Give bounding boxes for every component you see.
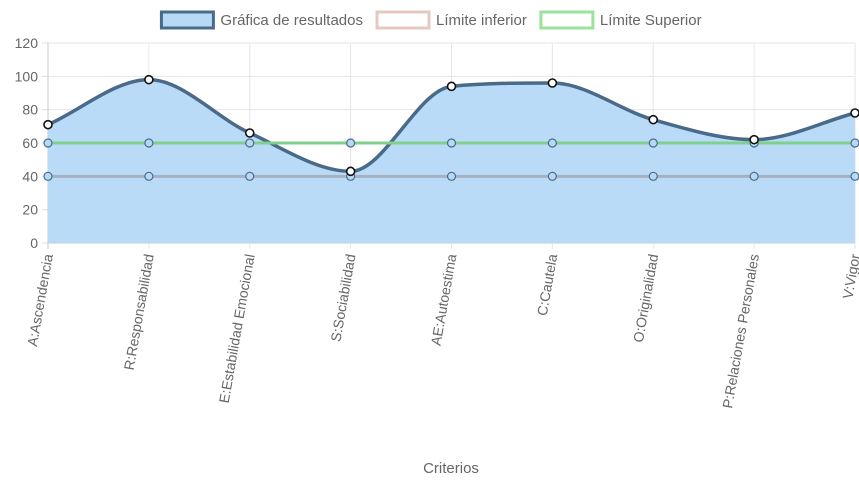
data-point-s2-1 xyxy=(144,138,154,148)
y-tick-label: 40 xyxy=(22,168,38,184)
x-tick-label: P:Relaciones Personales xyxy=(719,253,762,410)
data-point-s1-6 xyxy=(648,171,658,181)
x-tick-label: V:Vigor xyxy=(839,252,859,300)
data-point-s2-3 xyxy=(346,138,356,148)
legend-label-0: Gráfica de resultados xyxy=(220,12,363,29)
data-point-s2-6 xyxy=(648,138,658,148)
data-point-s2-5 xyxy=(547,138,557,148)
x-axis-title: Criterios xyxy=(423,460,479,477)
data-point-s0-8 xyxy=(850,108,859,118)
legend-swatch-1 xyxy=(375,10,431,30)
points-layer xyxy=(43,74,859,181)
y-tick-label: 20 xyxy=(22,202,38,218)
data-point-s1-7 xyxy=(749,171,759,181)
legend-swatch-0 xyxy=(159,10,215,30)
series-fill-0 xyxy=(48,79,855,244)
y-tick-label: 60 xyxy=(22,135,38,151)
data-point-s0-4 xyxy=(446,81,457,92)
data-point-s0-5 xyxy=(547,78,558,88)
data-point-s2-8 xyxy=(850,138,859,148)
x-tick-label: O:Originalidad xyxy=(630,253,661,344)
data-point-s0-6 xyxy=(648,114,659,125)
data-point-s2-4 xyxy=(446,138,457,148)
y-tick-label: 80 xyxy=(22,102,38,118)
data-point-s2-0 xyxy=(43,138,53,148)
x-tick-label: AE:Autoestima xyxy=(428,253,460,347)
x-tick-label: S:Sociabilidad xyxy=(327,253,358,343)
data-point-s1-5 xyxy=(547,171,557,181)
data-point-s1-8 xyxy=(850,171,859,181)
y-tick-label: 0 xyxy=(30,235,38,251)
x-tick-label: C:Cautela xyxy=(534,253,561,317)
legend-label-1: Límite inferior xyxy=(436,12,527,29)
x-tick-label: R:Responsabilidad xyxy=(121,253,157,372)
data-point-s0-0 xyxy=(43,119,53,130)
legend-label-2: Límite Superior xyxy=(600,12,702,29)
x-tick-label: E:Estabilidad Emocional xyxy=(216,253,258,404)
y-tick-label: 100 xyxy=(15,68,39,84)
data-point-s1-1 xyxy=(144,171,154,181)
data-point-s2-2 xyxy=(245,138,255,148)
y-tick-label: 120 xyxy=(15,35,39,51)
data-point-s0-7 xyxy=(749,134,759,145)
series-layer xyxy=(46,77,857,244)
data-point-s0-2 xyxy=(244,128,255,138)
data-point-s0-1 xyxy=(144,74,154,85)
data-point-s1-0 xyxy=(43,171,53,181)
data-point-s1-4 xyxy=(446,171,457,181)
x-tick-label: A:Ascendencia xyxy=(24,253,56,348)
data-point-s1-2 xyxy=(245,171,255,181)
legend-swatch-2 xyxy=(539,10,595,30)
legend: Gráfica de resultados Límite inferior Lími… xyxy=(159,10,702,30)
data-point-s0-3 xyxy=(345,166,356,177)
